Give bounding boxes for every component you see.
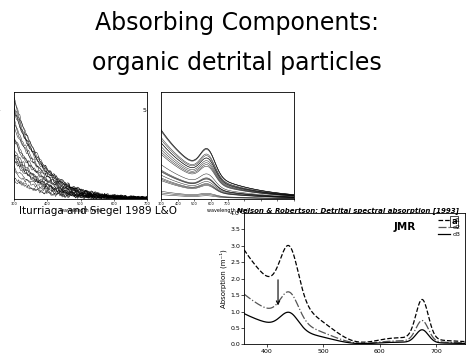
d1 bbox=[346, 337, 352, 342]
Text: Iturriaga and Siegel 1989 L&O: Iturriaga and Siegel 1989 L&O bbox=[19, 206, 177, 216]
d2 bbox=[374, 340, 379, 344]
d1 bbox=[457, 339, 463, 343]
d2 bbox=[346, 340, 352, 344]
X-axis label: wavelength (nm): wavelength (nm) bbox=[60, 208, 101, 213]
Text: Nelson & Robertson: Detrital spectral absorption [1993]: Nelson & Robertson: Detrital spectral ab… bbox=[237, 208, 459, 215]
Text: organic detrital particles: organic detrital particles bbox=[92, 51, 382, 76]
d3 bbox=[346, 340, 352, 345]
d3 bbox=[462, 341, 467, 345]
d1 bbox=[285, 243, 291, 247]
Line: d1: d1 bbox=[244, 245, 465, 342]
d3 bbox=[360, 342, 366, 346]
d2 bbox=[360, 341, 366, 345]
d1 bbox=[241, 248, 247, 252]
d2 bbox=[423, 322, 428, 326]
d1 bbox=[348, 338, 354, 342]
d3 bbox=[285, 310, 291, 314]
Legend: d1, d2, d3: d1, d2, d3 bbox=[436, 215, 463, 240]
d1 bbox=[374, 339, 379, 343]
Y-axis label: Absorption (m⁻¹): Absorption (m⁻¹) bbox=[220, 249, 228, 308]
d1 bbox=[360, 340, 366, 344]
d2 bbox=[462, 341, 467, 345]
d1 bbox=[423, 304, 428, 308]
Text: Absorbing Components:: Absorbing Components: bbox=[95, 11, 379, 35]
Text: a: a bbox=[451, 217, 457, 226]
Line: d2: d2 bbox=[244, 292, 465, 343]
d3 bbox=[374, 341, 379, 345]
d3 bbox=[457, 341, 463, 345]
d1 bbox=[462, 339, 467, 344]
Text: 5·: 5· bbox=[0, 108, 1, 113]
d2 bbox=[457, 340, 463, 345]
d2 bbox=[348, 340, 354, 344]
d2 bbox=[241, 292, 247, 296]
d1 bbox=[361, 340, 367, 344]
d2 bbox=[285, 290, 291, 294]
Line: d3: d3 bbox=[244, 312, 465, 344]
d2 bbox=[361, 341, 367, 345]
Text: 5·: 5· bbox=[143, 108, 148, 113]
d3 bbox=[241, 311, 247, 316]
Text: JMR: JMR bbox=[393, 222, 416, 232]
X-axis label: wavelength (nm): wavelength (nm) bbox=[207, 208, 248, 213]
d3 bbox=[361, 342, 367, 346]
d3 bbox=[423, 330, 428, 334]
d3 bbox=[348, 341, 354, 345]
